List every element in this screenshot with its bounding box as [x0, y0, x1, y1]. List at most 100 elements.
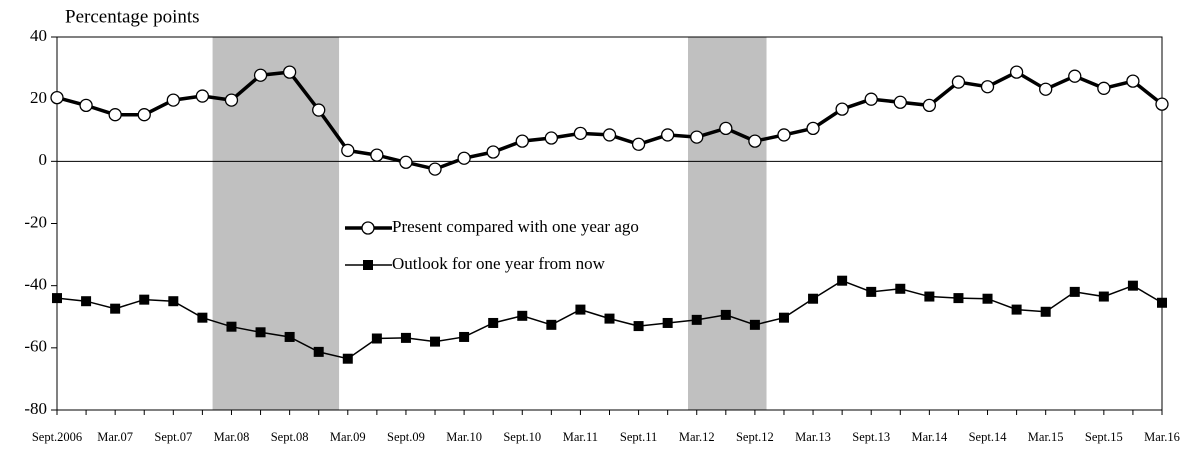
- data-point: [166, 93, 180, 107]
- x-tick-label: Sept.10: [503, 430, 541, 444]
- data-point: [459, 331, 470, 342]
- data-point: [197, 312, 208, 323]
- data-point: [1011, 304, 1022, 315]
- data-point: [633, 321, 644, 332]
- data-point: [864, 92, 878, 106]
- data-point: [602, 128, 617, 142]
- data-point: [924, 291, 935, 302]
- data-point: [837, 275, 848, 286]
- data-point: [313, 346, 324, 357]
- legend-label: Outlook for one year from now: [392, 254, 606, 273]
- x-tick-label: Sept.07: [154, 430, 192, 444]
- data-point: [951, 75, 966, 89]
- data-point: [486, 145, 500, 159]
- data-point: [399, 155, 413, 169]
- data-point: [1069, 286, 1080, 297]
- data-point: [893, 95, 907, 109]
- data-point: [1098, 291, 1109, 302]
- x-tick-label: Mar.16: [1144, 430, 1180, 444]
- data-point: [79, 98, 93, 113]
- data-point: [515, 134, 529, 148]
- data-point: [544, 131, 558, 145]
- x-tick-label: Sept.08: [271, 430, 309, 444]
- data-point: [1039, 82, 1053, 96]
- x-tick-label: Mar.09: [330, 430, 366, 444]
- data-point: [895, 283, 906, 294]
- data-point: [312, 103, 326, 117]
- data-point: [1097, 81, 1111, 95]
- data-point: [341, 143, 355, 158]
- data-point: [400, 332, 411, 343]
- data-point: [835, 102, 849, 116]
- data-point: [808, 293, 819, 304]
- data-point: [1157, 297, 1167, 308]
- data-point: [370, 148, 384, 162]
- data-point: [573, 126, 588, 141]
- data-point: [604, 313, 615, 324]
- legend-marker: [361, 221, 375, 235]
- y-tick-label: 0: [39, 150, 48, 169]
- data-point: [631, 137, 646, 151]
- data-point: [1040, 306, 1051, 317]
- legend-label: Present compared with one year ago: [392, 217, 639, 236]
- data-point: [922, 98, 937, 113]
- data-point: [81, 296, 92, 307]
- data-point: [137, 108, 151, 122]
- data-point: [748, 134, 762, 148]
- data-point: [50, 90, 64, 105]
- data-point: [488, 317, 499, 328]
- data-point: [226, 321, 237, 332]
- x-tick-label: Sept.12: [736, 430, 774, 444]
- data-point: [168, 296, 179, 307]
- x-tick-label: Mar.14: [911, 430, 948, 444]
- data-point: [720, 309, 731, 320]
- data-point: [1127, 280, 1138, 291]
- x-tick-label: Sept.11: [620, 430, 657, 444]
- data-point: [777, 128, 791, 142]
- x-tick-label: Mar.08: [214, 430, 250, 444]
- data-point: [690, 130, 704, 144]
- y-tick-label: -60: [24, 337, 47, 356]
- y-axis-label: Percentage points: [65, 6, 200, 27]
- data-point: [342, 353, 353, 364]
- legend-marker: [363, 260, 373, 270]
- x-tick-label: Mar.11: [563, 430, 598, 444]
- data-point: [1009, 65, 1024, 79]
- data-point: [662, 317, 673, 328]
- data-point: [430, 336, 441, 347]
- shaded-period: [688, 37, 767, 410]
- data-point: [661, 128, 675, 142]
- data-point: [282, 65, 297, 79]
- x-tick-label: Mar.10: [446, 430, 482, 444]
- x-tick-label: Mar.13: [795, 430, 831, 444]
- y-tick-label: -40: [24, 275, 47, 294]
- data-point: [546, 319, 557, 330]
- data-point: [1155, 97, 1169, 111]
- x-tick-label: Sept.13: [852, 430, 890, 444]
- x-tick-label: Sept.15: [1085, 430, 1123, 444]
- data-point: [691, 314, 702, 325]
- x-tick-label: Sept.14: [969, 430, 1008, 444]
- data-point: [195, 89, 210, 103]
- data-point: [255, 327, 266, 338]
- data-point: [980, 80, 995, 94]
- x-tick-label: Sept.09: [387, 430, 425, 444]
- data-point: [428, 162, 442, 176]
- y-tick-label: -80: [24, 399, 47, 418]
- data-point: [982, 293, 993, 304]
- data-point: [749, 319, 760, 330]
- data-point: [953, 293, 964, 304]
- data-point: [1126, 74, 1140, 88]
- data-point: [457, 151, 471, 165]
- data-point: [108, 108, 122, 122]
- data-point: [517, 310, 528, 321]
- data-point: [224, 93, 239, 107]
- data-point: [806, 121, 820, 136]
- x-tick-label: Mar.15: [1028, 430, 1064, 444]
- y-tick-label: 40: [30, 26, 47, 45]
- data-point: [284, 331, 295, 342]
- x-tick-label: Sept.2006: [32, 430, 82, 444]
- data-point: [1068, 69, 1082, 83]
- x-tick-label: Mar.07: [97, 430, 133, 444]
